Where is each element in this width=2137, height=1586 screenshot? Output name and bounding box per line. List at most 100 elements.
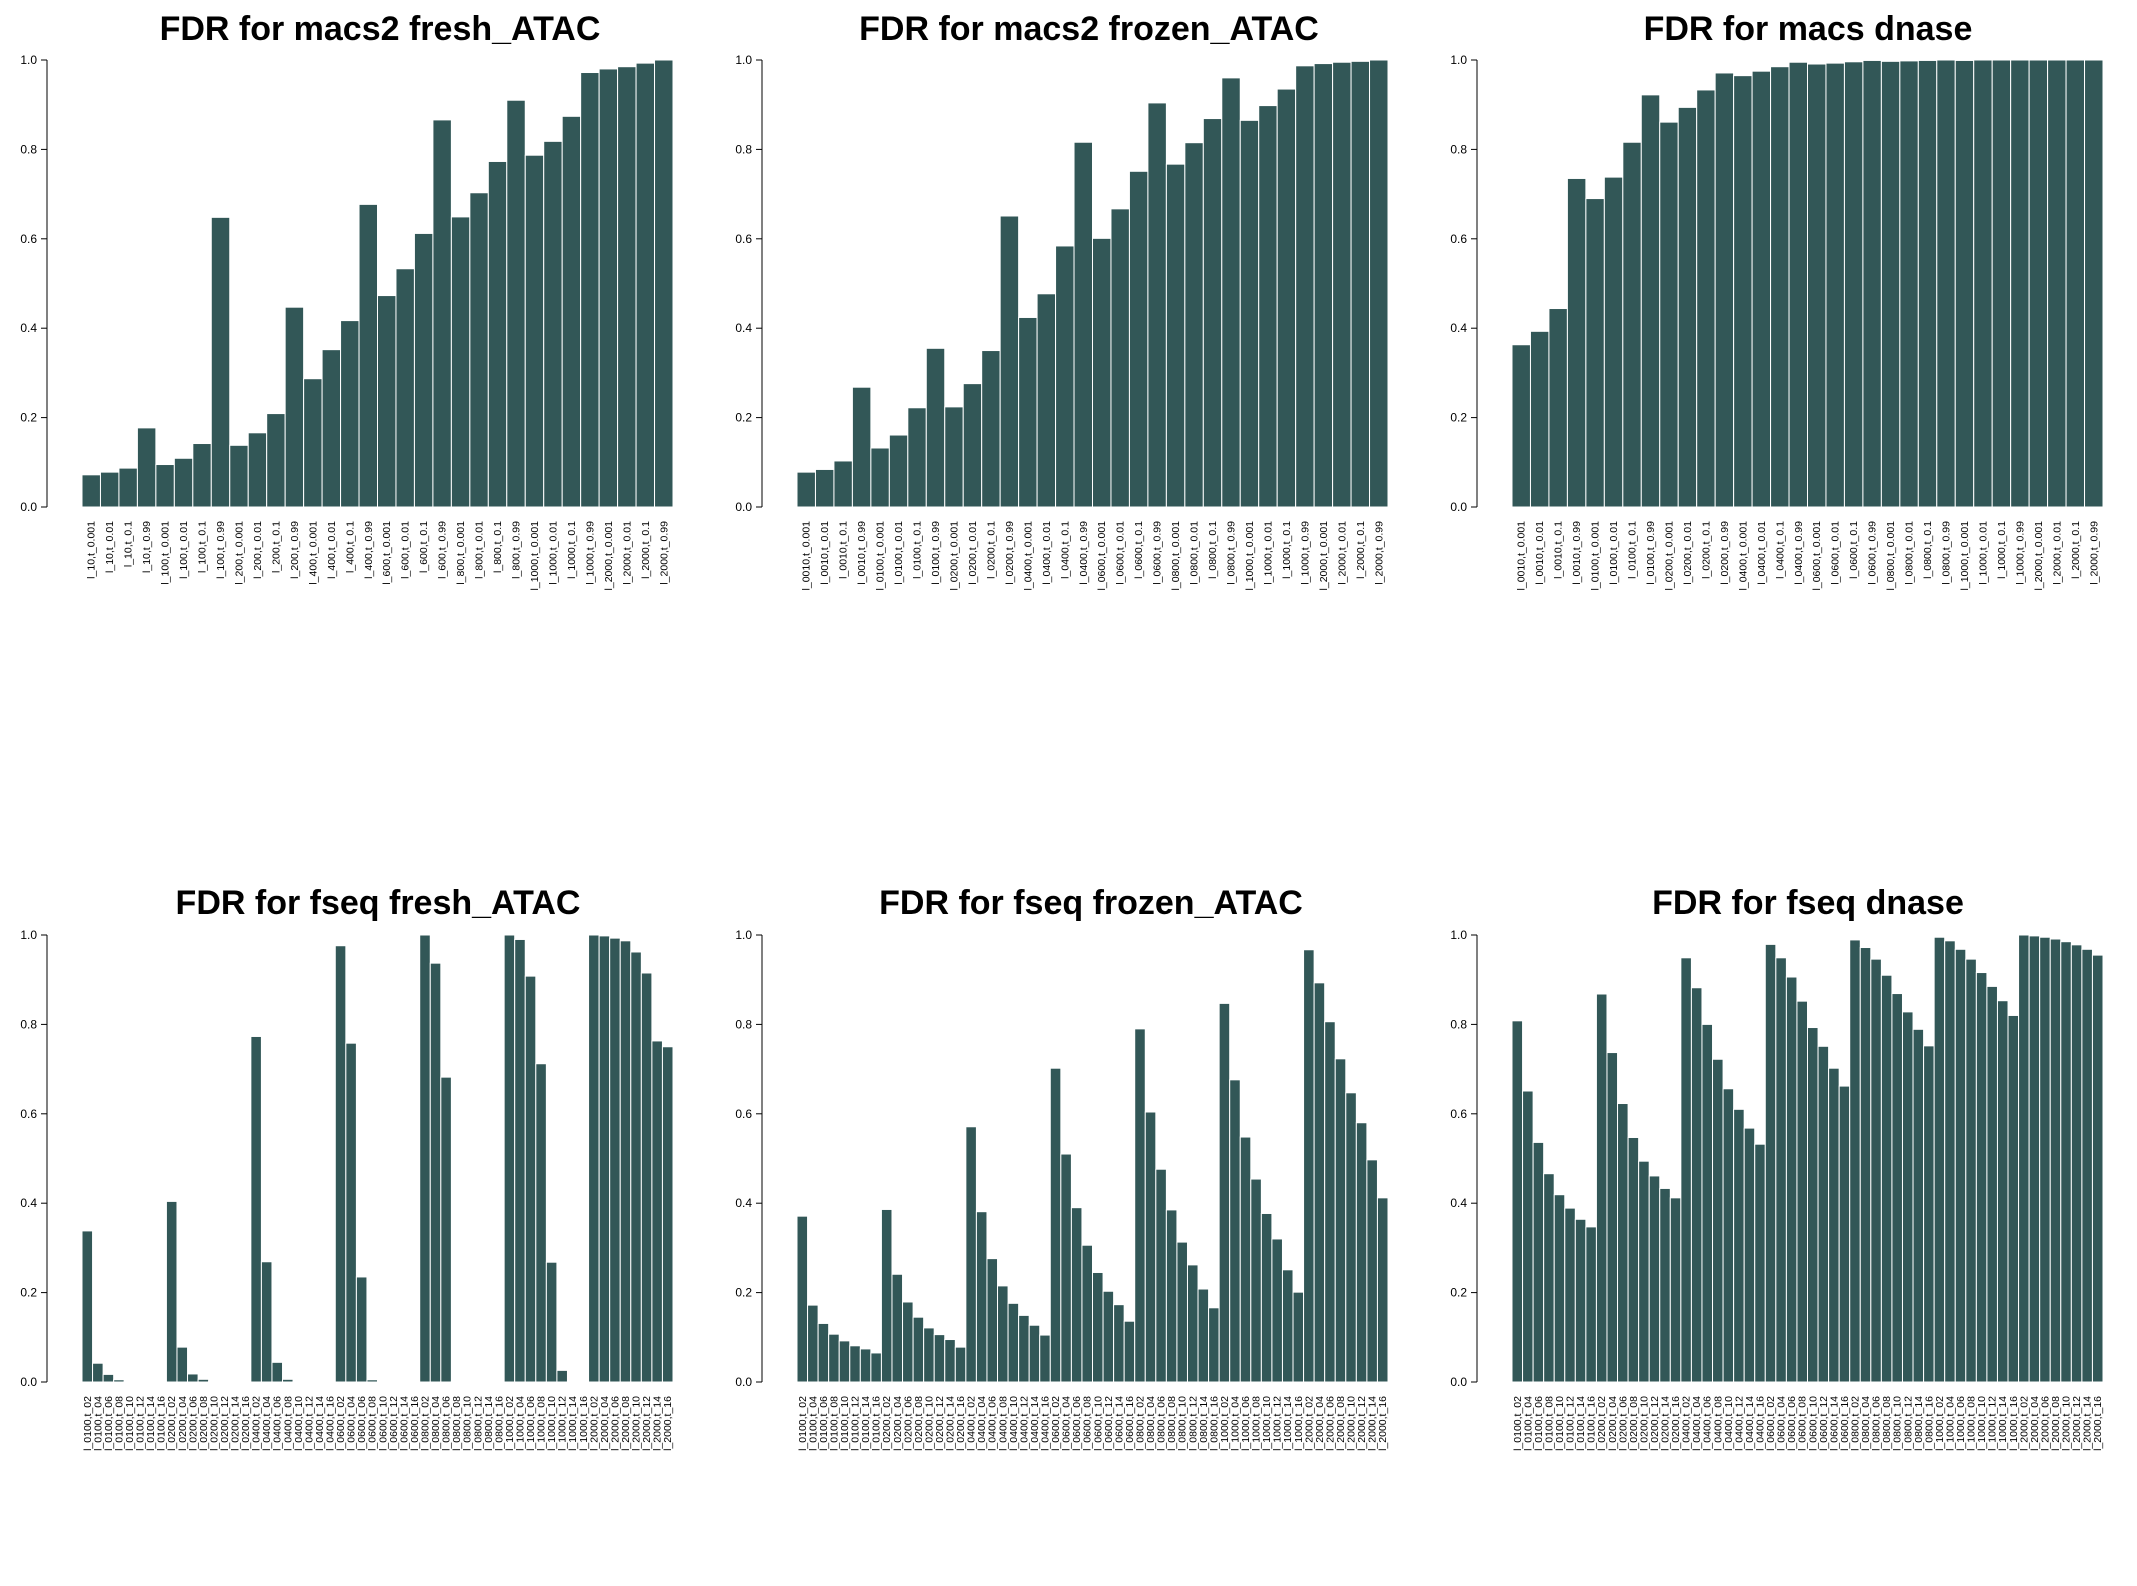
- bar: [271, 1361, 284, 1383]
- x-tick-label: l_600,t_0.001: [381, 521, 393, 585]
- x-tick-label: l_2000,t_12: [1356, 1396, 1368, 1451]
- x-tick-label: l_1000,t_10: [1976, 1396, 1988, 1451]
- bar: [1511, 1020, 1524, 1383]
- bar: [92, 1362, 104, 1383]
- x-tick-label: l_0800,t_12: [1902, 1396, 1914, 1451]
- bar: [598, 68, 619, 508]
- bar: [1548, 308, 1568, 508]
- x-tick-label: l_100,t_0.99: [215, 521, 227, 579]
- x-tick-label: l_0800,t_08: [1881, 1396, 1893, 1451]
- bar: [524, 975, 537, 1383]
- bar: [1564, 1207, 1576, 1383]
- bar: [1522, 1090, 1534, 1383]
- x-tick-label: l_0200,t_10: [1638, 1396, 1650, 1451]
- bar: [880, 1208, 893, 1383]
- bar: [1817, 1045, 1830, 1383]
- bar: [1123, 1320, 1136, 1383]
- bar: [1627, 1136, 1640, 1383]
- x-tick-label: l_0600,t_08: [1082, 1396, 1094, 1451]
- x-tick-label: l_0800,t_06: [1156, 1396, 1168, 1451]
- bar: [524, 154, 545, 508]
- x-tick-label: l_0400,t_0.001: [1022, 521, 1034, 591]
- x-tick-label: l_0600,t_0.001: [1811, 521, 1823, 591]
- x-tick-label: l_0200,t_12: [934, 1396, 946, 1451]
- y-tick-label: 0.4: [735, 1196, 752, 1210]
- bar: [1917, 59, 1938, 508]
- x-tick-label: l_0600,t_06: [356, 1396, 368, 1451]
- x-tick-label: l_0400,t_02: [251, 1396, 263, 1451]
- bar: [450, 216, 471, 508]
- bar: [796, 471, 816, 508]
- x-tick-label: l_0600,t_10: [1092, 1396, 1104, 1451]
- x-tick-label: l_0010,t_0.001: [801, 521, 813, 591]
- x-tick-label: l_0100,t_08: [1543, 1396, 1555, 1451]
- x-tick-label: l_0200,t_08: [198, 1396, 210, 1451]
- bar: [1039, 1334, 1051, 1383]
- x-tick-label: l_0010,t_0.001: [1516, 521, 1528, 591]
- bar: [944, 406, 964, 508]
- bar: [1796, 1000, 1808, 1383]
- x-tick-label: l_1000,t_0.01: [547, 521, 559, 585]
- bar: [165, 1200, 178, 1383]
- x-tick-label: l_0200,t_16: [240, 1396, 252, 1451]
- x-tick-label: l_0600,t_0.1: [1848, 521, 1860, 579]
- x-tick-label: l_0100,t_06: [818, 1396, 830, 1451]
- x-tick-label: l_2000,t_0.001: [2033, 521, 2045, 591]
- bar: [192, 443, 212, 508]
- y-tick-label: 0.0: [1450, 500, 1467, 514]
- bar: [635, 62, 656, 508]
- x-tick-label: l_0200,t_04: [177, 1396, 189, 1451]
- x-tick-label: l_0800,t_06: [1871, 1396, 1883, 1451]
- bar: [1060, 1153, 1072, 1383]
- x-tick-label: l_0400,t_08: [1712, 1396, 1724, 1451]
- x-tick-label: l_0400,t_14: [1029, 1396, 1041, 1451]
- bar: [1258, 105, 1278, 508]
- bar: [2028, 935, 2041, 1383]
- bar: [2060, 941, 2072, 1383]
- bar: [1696, 89, 1716, 508]
- x-tick-label: l_0100,t_08: [828, 1396, 840, 1451]
- bar: [1862, 59, 1882, 508]
- bar: [1276, 88, 1297, 508]
- bar: [1965, 958, 1977, 1383]
- bar: [210, 216, 231, 508]
- x-tick-label: l_0800,t_16: [1923, 1396, 1935, 1451]
- bar: [2049, 938, 2062, 1383]
- bar: [1313, 63, 1334, 508]
- x-tick-label: l_2000,t_04: [2029, 1396, 2041, 1451]
- x-tick-label: l_0600,t_10: [377, 1396, 389, 1451]
- x-tick-label: l_0800,t_04: [1860, 1396, 1872, 1451]
- bar: [2091, 954, 2104, 1383]
- bar: [2028, 59, 2049, 508]
- x-tick-label: l_0100,t_14: [1575, 1396, 1587, 1451]
- x-tick-label: l_0800,t_0.001: [1885, 521, 1897, 591]
- y-tick-label: 1.0: [20, 53, 37, 67]
- bar: [429, 962, 442, 1383]
- bar: [123, 1380, 136, 1383]
- x-tick-label: l_2000,t_0.01: [621, 521, 633, 585]
- x-tick-label: l_0100,t_14: [145, 1396, 157, 1451]
- x-tick-label: l_0600,t_0.01: [1830, 521, 1842, 585]
- bar: [545, 1261, 558, 1383]
- bar: [975, 1211, 988, 1383]
- y-tick-label: 0.8: [20, 142, 37, 156]
- bar: [187, 1373, 199, 1383]
- bar: [355, 1276, 368, 1383]
- x-tick-label: l_0400,t_14: [314, 1396, 326, 1451]
- bar: [1218, 1002, 1231, 1383]
- x-tick-label: l_400,t_0.01: [326, 521, 338, 579]
- bar: [1788, 61, 1808, 508]
- x-tick-label: l_0200,t_0.01: [1682, 521, 1694, 585]
- x-tick-label: l_400,t_0.99: [363, 521, 375, 579]
- bar: [1923, 1045, 1935, 1383]
- x-tick-label: l_1000,t_0.1: [1996, 521, 2008, 579]
- x-tick-label: l_0800,t_10: [1892, 1396, 1904, 1451]
- bar: [1775, 957, 1787, 1383]
- x-tick-label: l_2000,t_0.1: [1355, 521, 1367, 579]
- bar: [1271, 1238, 1283, 1383]
- bar: [2018, 934, 2030, 1383]
- x-tick-label: l_0800,t_08: [451, 1396, 463, 1451]
- bar: [1825, 62, 1845, 508]
- x-tick-label: l_1000,t_14: [567, 1396, 579, 1451]
- x-tick-label: l_0400,t_0.1: [1774, 521, 1786, 579]
